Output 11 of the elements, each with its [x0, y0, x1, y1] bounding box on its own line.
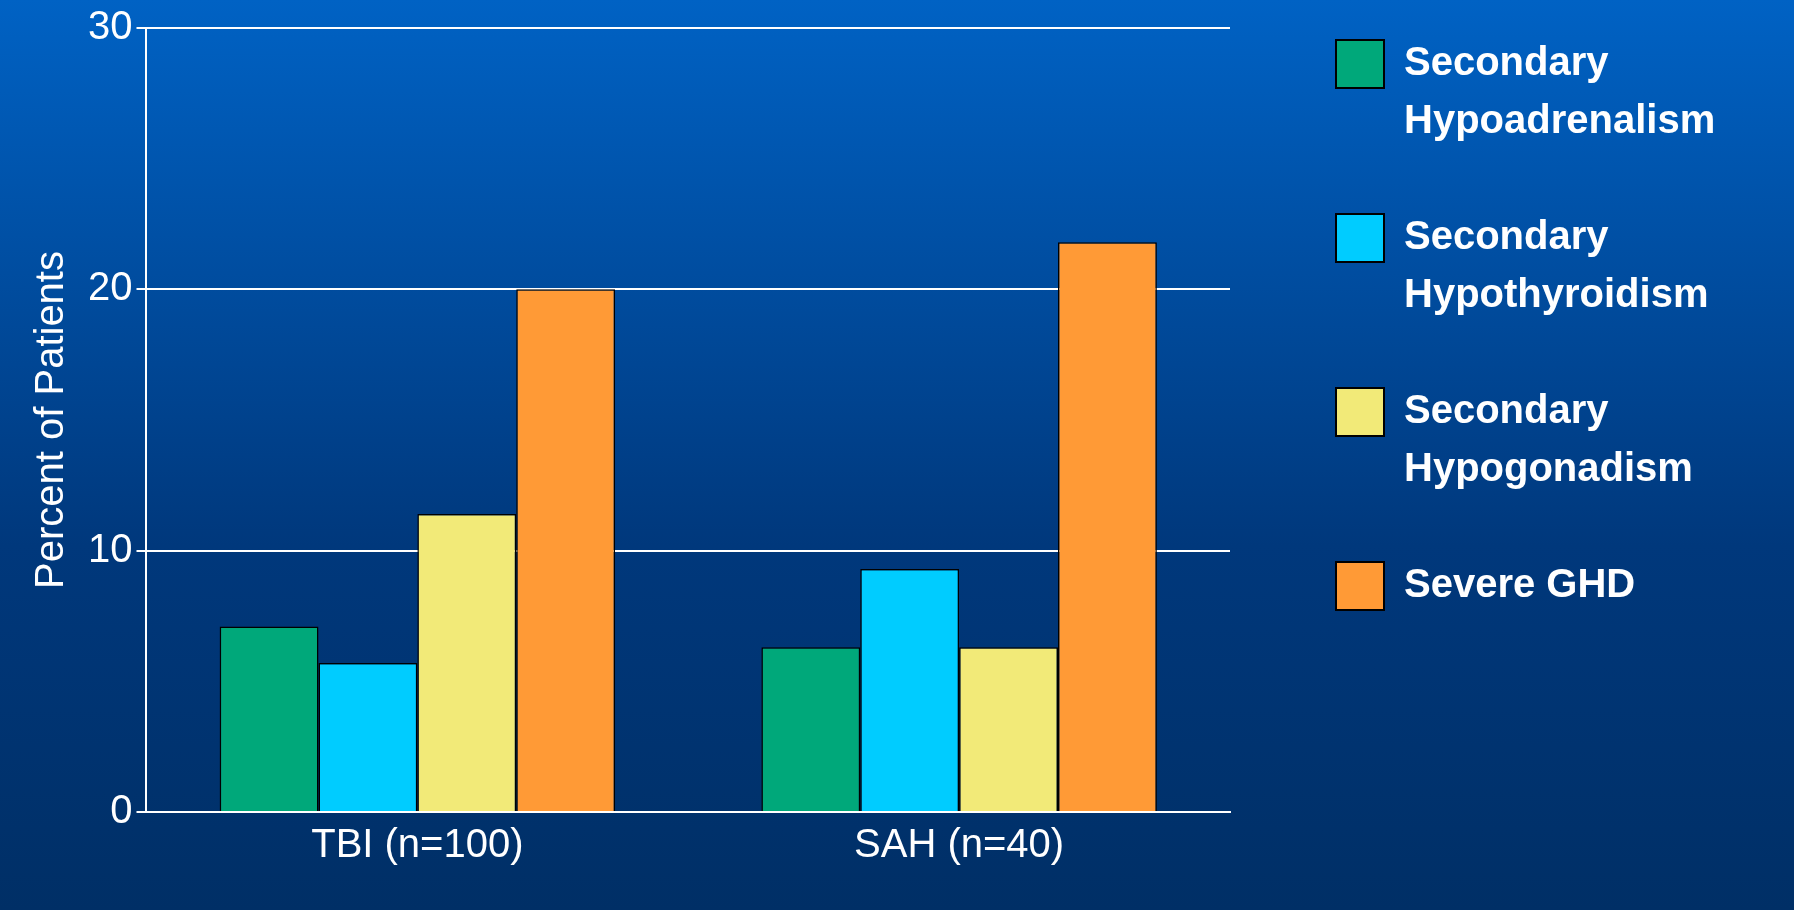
y-axis-title: Percent of Patients	[27, 251, 72, 589]
y-tick-label: 10	[87, 525, 133, 570]
legend-label: Severe GHD	[1404, 561, 1636, 606]
legend-label: Secondary Hypothyroidism	[1404, 213, 1709, 316]
y-tick-label: 30	[87, 3, 133, 48]
legend-label: Secondary Hypogonadism	[1404, 387, 1693, 490]
x-tick-label: SAH (n=40)	[854, 821, 1065, 866]
x-tick-label: TBI (n=100)	[311, 821, 524, 866]
legend-label: Secondary Hypoadrenalism	[1404, 39, 1716, 142]
y-tick-label: 20	[87, 264, 133, 309]
y-tick-label: 0	[110, 787, 133, 832]
